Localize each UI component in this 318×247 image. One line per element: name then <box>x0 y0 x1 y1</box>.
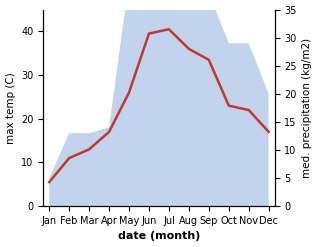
X-axis label: date (month): date (month) <box>118 231 200 242</box>
Y-axis label: med. precipitation (kg/m2): med. precipitation (kg/m2) <box>302 38 313 178</box>
Y-axis label: max temp (C): max temp (C) <box>5 72 16 144</box>
